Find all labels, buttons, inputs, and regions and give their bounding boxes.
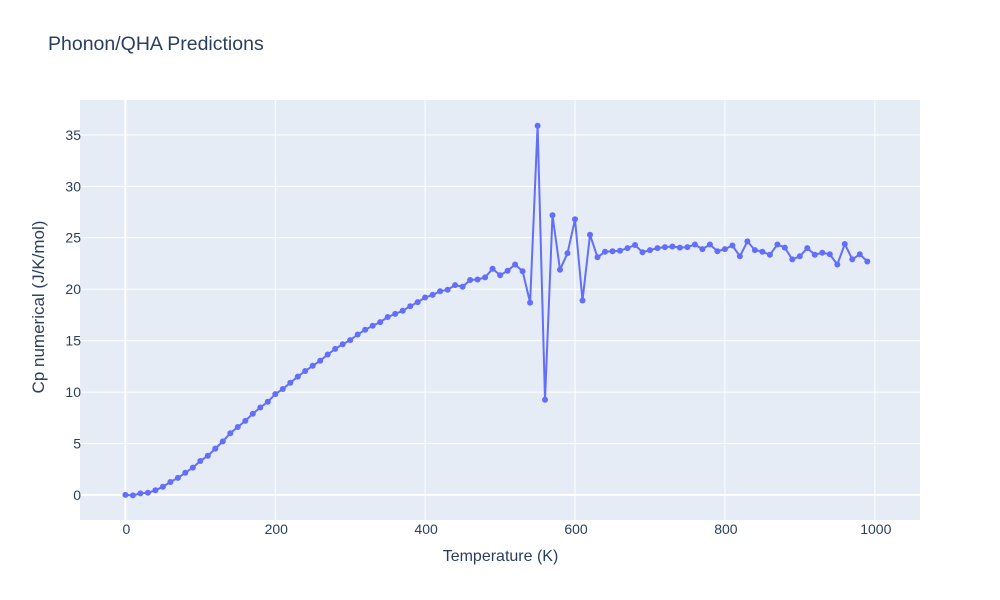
svg-text:35: 35 [65, 127, 81, 143]
svg-text:0: 0 [73, 487, 81, 503]
svg-text:15: 15 [65, 333, 81, 349]
svg-text:200: 200 [265, 521, 289, 537]
svg-text:0: 0 [123, 521, 131, 537]
svg-text:Temperature (K): Temperature (K) [443, 548, 559, 565]
svg-text:800: 800 [714, 521, 738, 537]
svg-text:25: 25 [65, 230, 81, 246]
svg-text:10: 10 [65, 384, 81, 400]
svg-text:400: 400 [414, 521, 438, 537]
svg-text:5: 5 [73, 435, 81, 451]
svg-text:Cp numerical (J/K/mol): Cp numerical (J/K/mol) [29, 221, 48, 394]
svg-text:600: 600 [564, 521, 588, 537]
svg-text:20: 20 [65, 281, 81, 297]
svg-text:30: 30 [65, 178, 81, 194]
svg-text:1000: 1000 [860, 521, 891, 537]
svg-text:Phonon/QHA Predictions: Phonon/QHA Predictions [48, 33, 264, 55]
